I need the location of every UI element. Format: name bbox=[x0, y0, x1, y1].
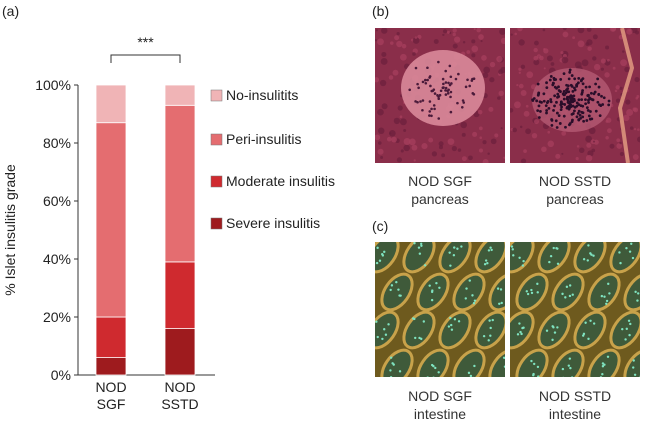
legend-swatch bbox=[210, 217, 223, 230]
legend-label: Moderate insulitis bbox=[226, 173, 335, 189]
caption-line: intestine bbox=[548, 406, 602, 422]
panel-b-label: (b) bbox=[372, 3, 390, 19]
legend-swatch bbox=[210, 133, 223, 146]
caption-line: intestine bbox=[413, 406, 467, 422]
caption-pancreas-sstd: NOD SSTD pancreas bbox=[500, 172, 650, 208]
pancreas-sgf-micrograph bbox=[375, 28, 505, 163]
legend-swatch bbox=[210, 89, 223, 102]
y-tick-label: 40% bbox=[43, 251, 71, 267]
x-tick-label: SGF bbox=[97, 396, 126, 412]
bar-segment-severe-insulitis bbox=[95, 357, 127, 376]
bar-segment-moderate-insulitis bbox=[164, 261, 196, 329]
bar-segment-severe-insulitis bbox=[164, 328, 196, 376]
legend-swatch bbox=[210, 175, 223, 188]
intestine-sstd-micrograph bbox=[510, 242, 640, 377]
caption-line: NOD SSTD bbox=[538, 173, 612, 189]
caption-pancreas-sgf: NOD SGF pancreas bbox=[365, 172, 515, 208]
caption-line: pancreas bbox=[546, 191, 604, 207]
insulitis-stacked-bar-chart: 0% 20% 40% 60% 80% 100% % Islet insulitis grad… bbox=[2, 34, 335, 412]
bar-segment-moderate-insulitis bbox=[95, 316, 127, 358]
y-tick-label: 80% bbox=[43, 135, 71, 151]
caption-line: pancreas bbox=[411, 191, 469, 207]
x-tick-label: NOD bbox=[164, 379, 195, 395]
y-tick-label: 100% bbox=[35, 77, 71, 93]
panel-a-label: (a) bbox=[2, 3, 20, 19]
x-tick-label: SSTD bbox=[161, 396, 198, 412]
caption-line: NOD SSTD bbox=[538, 388, 612, 404]
y-tick-label: 60% bbox=[43, 193, 71, 209]
bar-segment-no-insulitits bbox=[164, 84, 196, 106]
x-tick-label: NOD bbox=[95, 379, 126, 395]
pancreas-sstd-micrograph bbox=[510, 28, 640, 163]
legend-label: Peri-insulitis bbox=[226, 131, 301, 147]
intestine-sgf-micrograph bbox=[375, 242, 505, 377]
bar-segment-peri-insulitis bbox=[164, 104, 196, 263]
bar-segment-no-insulitits bbox=[95, 84, 127, 124]
caption-line: NOD SGF bbox=[408, 173, 472, 189]
y-axis-label: % Islet insulitis grade bbox=[2, 164, 18, 296]
bar-segment-peri-insulitis bbox=[95, 122, 127, 318]
y-tick-label: 20% bbox=[43, 309, 71, 325]
significance-label: *** bbox=[137, 34, 154, 50]
caption-intestine-sstd: NOD SSTD intestine bbox=[500, 387, 650, 423]
caption-line: NOD SGF bbox=[408, 388, 472, 404]
caption-intestine-sgf: NOD SGF intestine bbox=[365, 387, 515, 423]
legend-label: No-insulitits bbox=[226, 87, 298, 103]
significance-bracket bbox=[110, 54, 181, 63]
legend-label: Severe insulitis bbox=[226, 215, 320, 231]
y-tick-label: 0% bbox=[51, 367, 71, 383]
panel-c-label: (c) bbox=[372, 218, 389, 234]
